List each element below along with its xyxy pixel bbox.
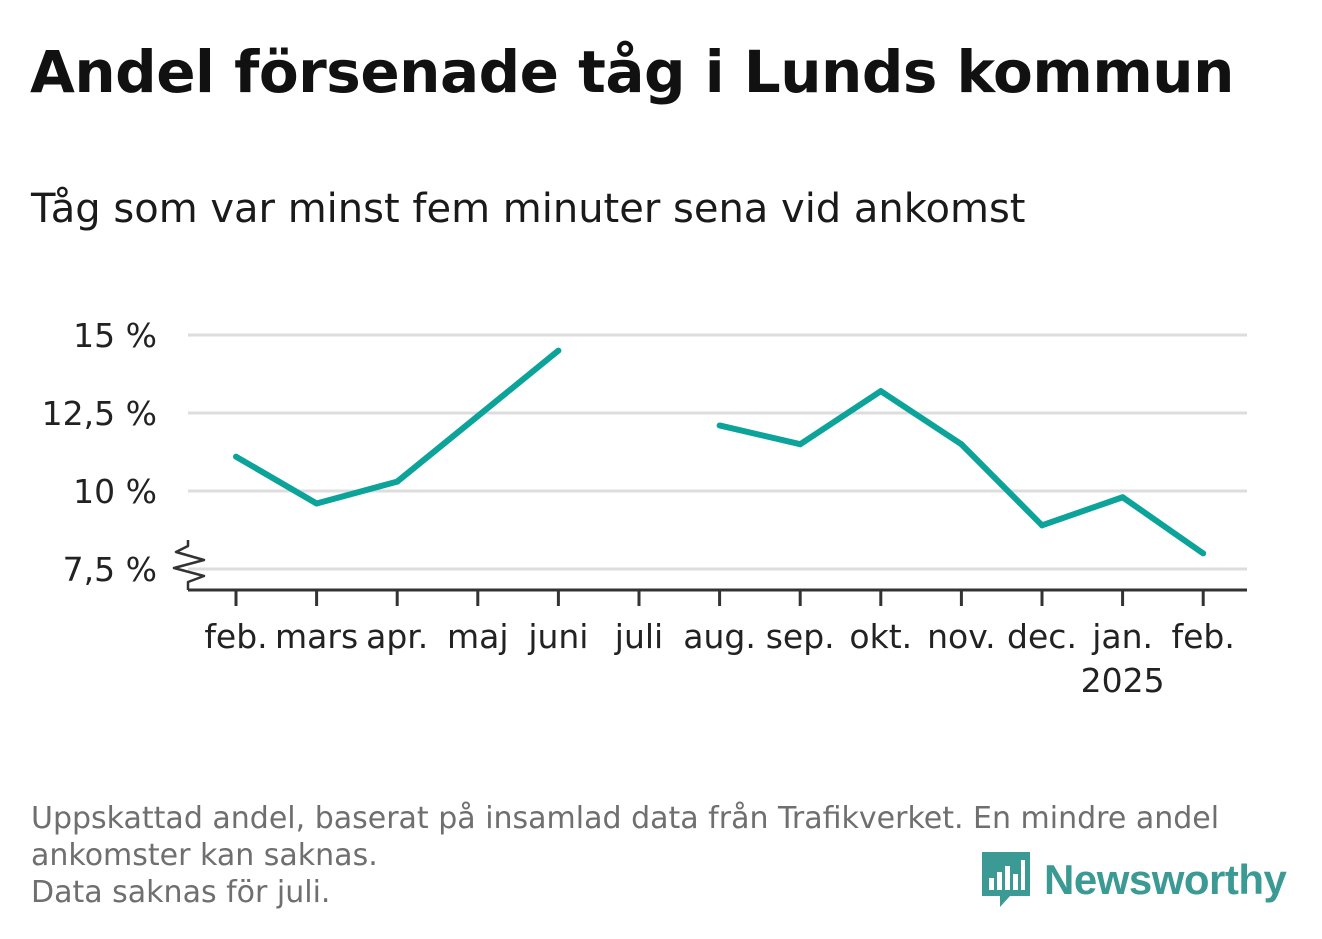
x-tick-label: juni	[527, 617, 588, 656]
data-point	[1119, 494, 1126, 501]
x-tick-label: apr.	[366, 617, 428, 656]
data-point	[1039, 522, 1045, 529]
chart-title: Andel försenade tåg i Lunds kommun	[30, 38, 1234, 106]
y-tick-label: 7,5 %	[63, 550, 157, 589]
gridlines	[188, 333, 1247, 571]
footnote-line: ankomster kan saknas.	[31, 838, 378, 873]
x-tick-label: sep.	[766, 617, 835, 656]
x-tick-label: aug.	[683, 617, 756, 656]
footnote-line: Data saknas för juli.	[31, 875, 331, 910]
data-point	[877, 388, 884, 395]
x-tick-label: juli	[614, 617, 663, 656]
data-point	[233, 453, 239, 460]
y-tick-label: 15 %	[73, 316, 157, 355]
brand-logo: Newsworthy	[980, 850, 1287, 910]
x-tick-label: feb.	[204, 617, 267, 656]
series-line-segment	[718, 388, 1205, 556]
x-tick-label: okt.	[849, 617, 912, 656]
data-series	[234, 348, 1205, 556]
y-tick-label: 12,5 %	[42, 394, 157, 433]
x-tick-label: feb.	[1172, 617, 1235, 656]
bar-chart-speech-icon	[982, 852, 1030, 907]
x-tick-label: dec.	[1007, 617, 1077, 656]
x-tick-label: mars	[275, 617, 358, 656]
x-axis	[172, 540, 1247, 606]
brand-name: Newsworthy	[1044, 856, 1287, 903]
line-chart: 7,5 %10 %12,5 %15 % feb. mars apr. maj juni j…	[42, 316, 1247, 700]
x-tick-label: nov.	[927, 617, 996, 656]
data-point	[797, 441, 804, 448]
footnote-line: Uppskattad andel, baserat på insamlad da…	[31, 801, 1220, 836]
y-tick-label: 10 %	[73, 472, 157, 511]
x-year-label: 2025	[1081, 661, 1165, 700]
data-point	[716, 422, 723, 429]
axis-break-mark	[172, 540, 206, 590]
y-axis-tick-labels: 7,5 % 10 % 12,5 % 15 %	[42, 316, 157, 589]
footnote: Uppskattad andel, baserat på insamlad da…	[31, 800, 1281, 911]
data-point	[394, 478, 401, 485]
data-point	[555, 347, 562, 354]
x-axis-tick-labels: feb. mars apr. maj juni juli aug. sep. okt. nov. d…	[204, 617, 1235, 700]
chart-subtitle: Tåg som var minst fem minuter sena vid a…	[31, 186, 1026, 232]
data-point	[474, 413, 481, 420]
data-point	[1200, 550, 1207, 557]
x-tick-label: maj	[447, 617, 509, 656]
data-points	[233, 347, 1207, 557]
data-point	[958, 441, 965, 448]
x-tick-label: jan.	[1091, 617, 1153, 656]
data-point	[313, 500, 320, 507]
